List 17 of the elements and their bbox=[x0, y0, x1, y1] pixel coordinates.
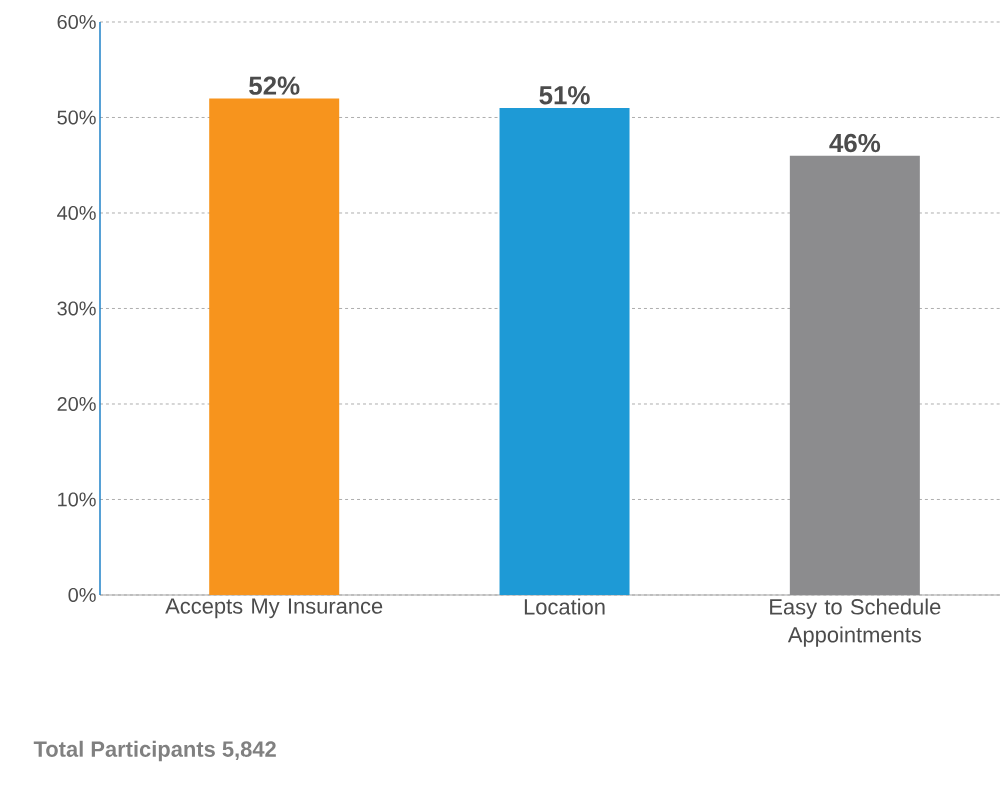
data-label: 51% bbox=[539, 86, 590, 105]
x-tick-label: Easy to Schedule Appointments bbox=[770, 598, 941, 647]
bar bbox=[789, 155, 920, 595]
y-tick-label: 20% bbox=[57, 396, 96, 412]
y-tick-label: 10% bbox=[58, 492, 96, 507]
y-tick-label: 0% bbox=[68, 587, 96, 603]
y-tick-label: 40% bbox=[57, 205, 96, 221]
x-tick-label: Accepts My Insurance bbox=[165, 598, 383, 619]
y-tick-label: 60% bbox=[57, 14, 96, 30]
data-label: 46% bbox=[829, 133, 881, 153]
y-tick-label: 50% bbox=[57, 110, 96, 125]
bar bbox=[499, 107, 630, 595]
text: Total Participants 5,842 bbox=[33, 740, 276, 762]
x-tick-label: Location bbox=[524, 598, 605, 615]
y-tick-label: 30% bbox=[57, 301, 96, 316]
data-label: 52% bbox=[249, 76, 300, 95]
bar bbox=[209, 98, 340, 595]
